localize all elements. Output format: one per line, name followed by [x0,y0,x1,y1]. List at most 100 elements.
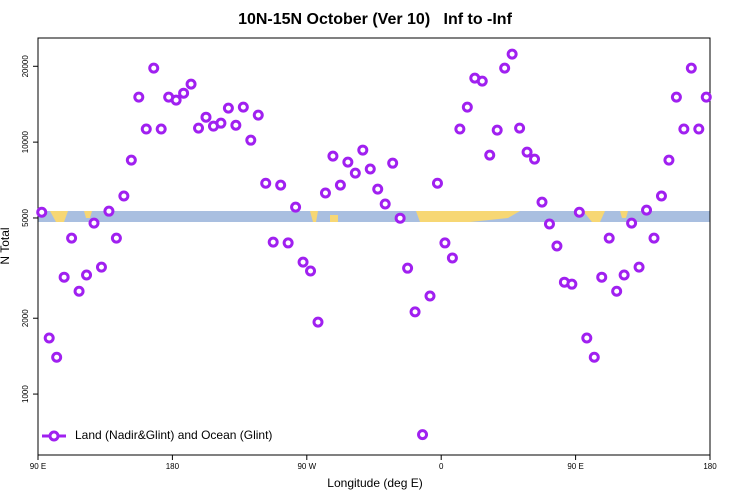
data-point [670,91,682,103]
data-point [327,150,339,162]
data-point [573,206,585,218]
data-point [491,124,503,136]
y-tick-label: 2000 [21,309,30,327]
data-point [372,183,384,195]
data-point [110,232,122,244]
data-point [275,179,287,191]
x-tick-label: 180 [703,462,717,471]
data-point [349,167,361,179]
legend-label: Land (Nadir&Glint) and Ocean (Glint) [75,428,272,442]
x-tick-label: 90 W [297,462,316,471]
data-point [178,87,190,99]
data-point [148,62,160,74]
data-point [312,316,324,328]
land-ocean-band [38,211,710,222]
data-point [58,271,70,283]
data-point [357,144,369,156]
data-point [51,351,63,363]
data-point [230,119,242,131]
data-point [200,111,212,123]
x-tick-label: 180 [166,462,180,471]
data-point [476,75,488,87]
data-point [379,198,391,210]
data-point [170,94,182,106]
data-point [402,262,414,274]
data-point [611,285,623,297]
x-tick-label: 90 E [30,462,46,471]
y-tick-label: 10000 [21,130,30,153]
land [50,211,68,222]
data-point [185,78,197,90]
data-point [66,232,78,244]
data-point [633,261,645,273]
data-point [648,232,660,244]
data-point [409,306,421,318]
land [310,211,318,222]
plot-frame [37,37,711,456]
data-point [364,163,376,175]
land [416,211,520,222]
data-point [506,48,518,60]
data-point [305,265,317,277]
data-point [282,237,294,249]
data-point [439,237,451,249]
data-point [514,122,526,134]
data-point [252,109,264,121]
data-point [655,190,667,202]
data-point [641,204,653,216]
data-point [521,146,533,158]
data-point [596,271,608,283]
x-tick-label: 0 [439,462,444,471]
data-point [140,123,152,135]
land [330,215,338,222]
data-point [603,232,615,244]
data-point [663,154,675,166]
data-point [394,212,406,224]
data-point [342,156,354,168]
data-point [36,206,48,218]
y-tick-label: 5000 [21,209,30,227]
data-point [260,177,272,189]
data-point [454,123,466,135]
data-point [125,154,137,166]
data-point [484,149,496,161]
data-point [155,123,167,135]
data-point [626,217,638,229]
data-point [461,101,473,113]
data-point [581,332,593,344]
y-tick-label: 20000 [21,55,30,78]
data-point [678,123,690,135]
data-point [446,252,458,264]
chart-title: 10N-15N October (Ver 10) Inf to -Inf [238,11,513,28]
data-point [693,123,705,135]
data-point [700,91,712,103]
data-point [543,218,555,230]
data-point [387,157,399,169]
y-tick-label: 1000 [21,385,30,403]
data-point [103,205,115,217]
data-point [193,122,205,134]
data-point [551,240,563,252]
data-point [424,290,436,302]
x-tick-label: 90 E [567,462,583,471]
data-point [245,134,257,146]
legend-marker [48,430,60,442]
x-axis-label: Longitude (deg E) [327,476,422,490]
data-point [95,261,107,273]
data-point [215,117,227,129]
data-point [88,217,100,229]
land [620,211,628,218]
data-point [118,190,130,202]
data-point [431,177,443,189]
data-point [290,201,302,213]
ocean-band [38,211,710,222]
data-point [73,285,85,297]
data-point [566,278,578,290]
data-point [685,62,697,74]
data-point [133,91,145,103]
data-point [222,102,234,114]
data-point [319,187,331,199]
